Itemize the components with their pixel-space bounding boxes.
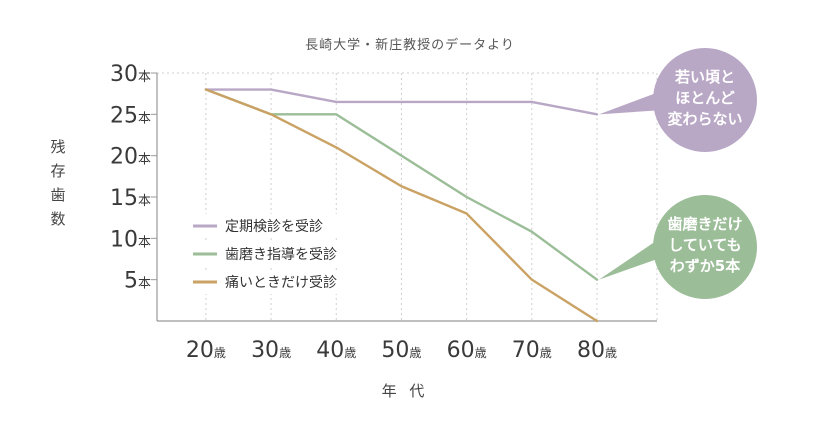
- bubble-0-line-2: 変わらない: [667, 110, 742, 128]
- series-line-2: [204, 88, 599, 323]
- bubble-tail-0: [599, 92, 663, 115]
- bubble-0-line-1: ほとんど: [675, 89, 735, 107]
- y-axis-title-char-1: 存: [50, 162, 69, 180]
- y-tick-label-0: 5本: [124, 269, 151, 294]
- legend-bg-2: [185, 270, 385, 294]
- x-axis-title: 年 代: [382, 382, 429, 400]
- y-tick-label-4: 25本: [110, 103, 151, 128]
- y-axis-title-char-3: 数: [50, 210, 69, 228]
- x-tick-label-4: 60歳: [447, 338, 487, 363]
- bubble-1-line-2: わずか5本: [670, 257, 740, 275]
- y-tick-label-3: 20本: [110, 145, 151, 170]
- series-lines: [204, 88, 599, 323]
- bubble-1: [653, 195, 757, 299]
- legend-bg-0: [185, 214, 385, 238]
- legend-label-0: 定期検診を受診: [225, 219, 323, 235]
- source-note: 長崎大学・新庄教授のデータより: [305, 37, 515, 53]
- series-line-0: [204, 88, 599, 116]
- bubble-1-line-1: していても: [668, 236, 741, 254]
- x-tick-label-5: 70歳: [512, 338, 552, 363]
- x-axis-ticks: 20歳 30歳 40歳 50歳 60歳 70歳 80歳: [186, 338, 617, 363]
- y-tick-label-2: 15本: [110, 186, 151, 211]
- y-axis-title-char-2: 歯: [50, 186, 69, 204]
- y-tick-label-5: 30本: [110, 62, 151, 87]
- bubble-0: [653, 48, 757, 152]
- x-tick-label-2: 40歳: [316, 338, 356, 363]
- bubble-1-line-0: 歯磨きだけ: [667, 215, 742, 233]
- y-tick-label-1: 10本: [110, 227, 151, 252]
- bubble-0-line-0: 若い頃と: [674, 68, 735, 86]
- legend-label-2: 痛いときだけ受診: [225, 274, 337, 291]
- x-tick-label-0: 20歳: [186, 338, 226, 363]
- y-axis-title-char-0: 残: [50, 138, 69, 156]
- x-tick-label-1: 30歳: [251, 338, 291, 363]
- bubble-tail-1: [599, 239, 663, 280]
- legend-label-1: 歯磨き指導を受診: [225, 247, 337, 263]
- x-tick-label-3: 50歳: [381, 338, 421, 363]
- y-axis-ticks: 5本 10本 15本 20本 25本 30本: [110, 62, 157, 294]
- x-tick-label-6: 80歳: [577, 338, 617, 363]
- legend-bg-1: [185, 242, 385, 266]
